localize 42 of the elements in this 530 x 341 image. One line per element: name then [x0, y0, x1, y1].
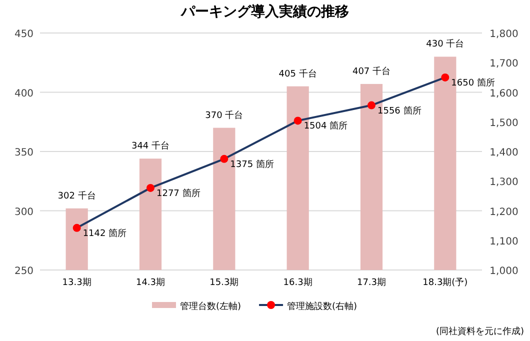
data-label: 430 千台 — [426, 38, 464, 50]
data-label: 1375 箇所 — [230, 158, 274, 170]
point — [146, 184, 154, 192]
y2-tick-label: 1,500 — [490, 118, 518, 129]
x-tick-label: 16.3期 — [283, 277, 312, 288]
y-tick-label: 300 — [14, 206, 34, 218]
y2-tick-label: 1,100 — [490, 236, 518, 248]
y2-tick-label: 1,700 — [490, 58, 518, 70]
y2-tick-label: 1,600 — [490, 88, 518, 100]
data-label: 1504 箇所 — [304, 120, 348, 132]
point — [72, 224, 81, 232]
x-tick-label: 17.3期 — [356, 277, 386, 288]
legend-label: 管理台数(左軸) — [180, 301, 242, 312]
y-tick-label: 400 — [14, 88, 34, 100]
legend-label: 管理施設数(右軸) — [287, 301, 358, 312]
point — [220, 154, 228, 163]
data-label: 370 千台 — [205, 110, 244, 121]
y2-tick-label: 1,200 — [490, 206, 518, 218]
y2-tick-label: 1,800 — [490, 29, 518, 40]
y-tick-label: 350 — [14, 148, 34, 158]
x-tick-label: 14.3期 — [136, 277, 166, 288]
data-label: 1650 箇所 — [451, 77, 495, 88]
x-tick-label: 18.3期(予) — [422, 277, 468, 288]
data-label: 1142 箇所 — [82, 228, 127, 239]
point — [441, 73, 450, 82]
chart-title: パーキング導入実績の推移 — [180, 3, 349, 20]
y2-tick-label: 1,400 — [490, 148, 518, 158]
x-tick-label: 15.3期 — [210, 277, 239, 288]
point — [368, 101, 376, 110]
data-label: 302 千台 — [58, 190, 96, 202]
data-label: 344 千台 — [131, 140, 170, 152]
y-tick-label: 450 — [14, 29, 34, 40]
y-tick-label: 250 — [14, 266, 34, 277]
point — [294, 116, 302, 125]
data-label: 407 千台 — [352, 66, 391, 77]
x-tick-label: 13.3期 — [62, 277, 92, 288]
data-label: 405 千台 — [278, 68, 317, 80]
text: (同社資料を元に作成) — [436, 326, 524, 337]
data-label: 1556 箇所 — [378, 105, 422, 116]
y2-tick-label: 1,000 — [490, 266, 518, 277]
data-label: 1277 箇所 — [156, 188, 200, 199]
y2-tick-label: 1,300 — [490, 177, 518, 188]
